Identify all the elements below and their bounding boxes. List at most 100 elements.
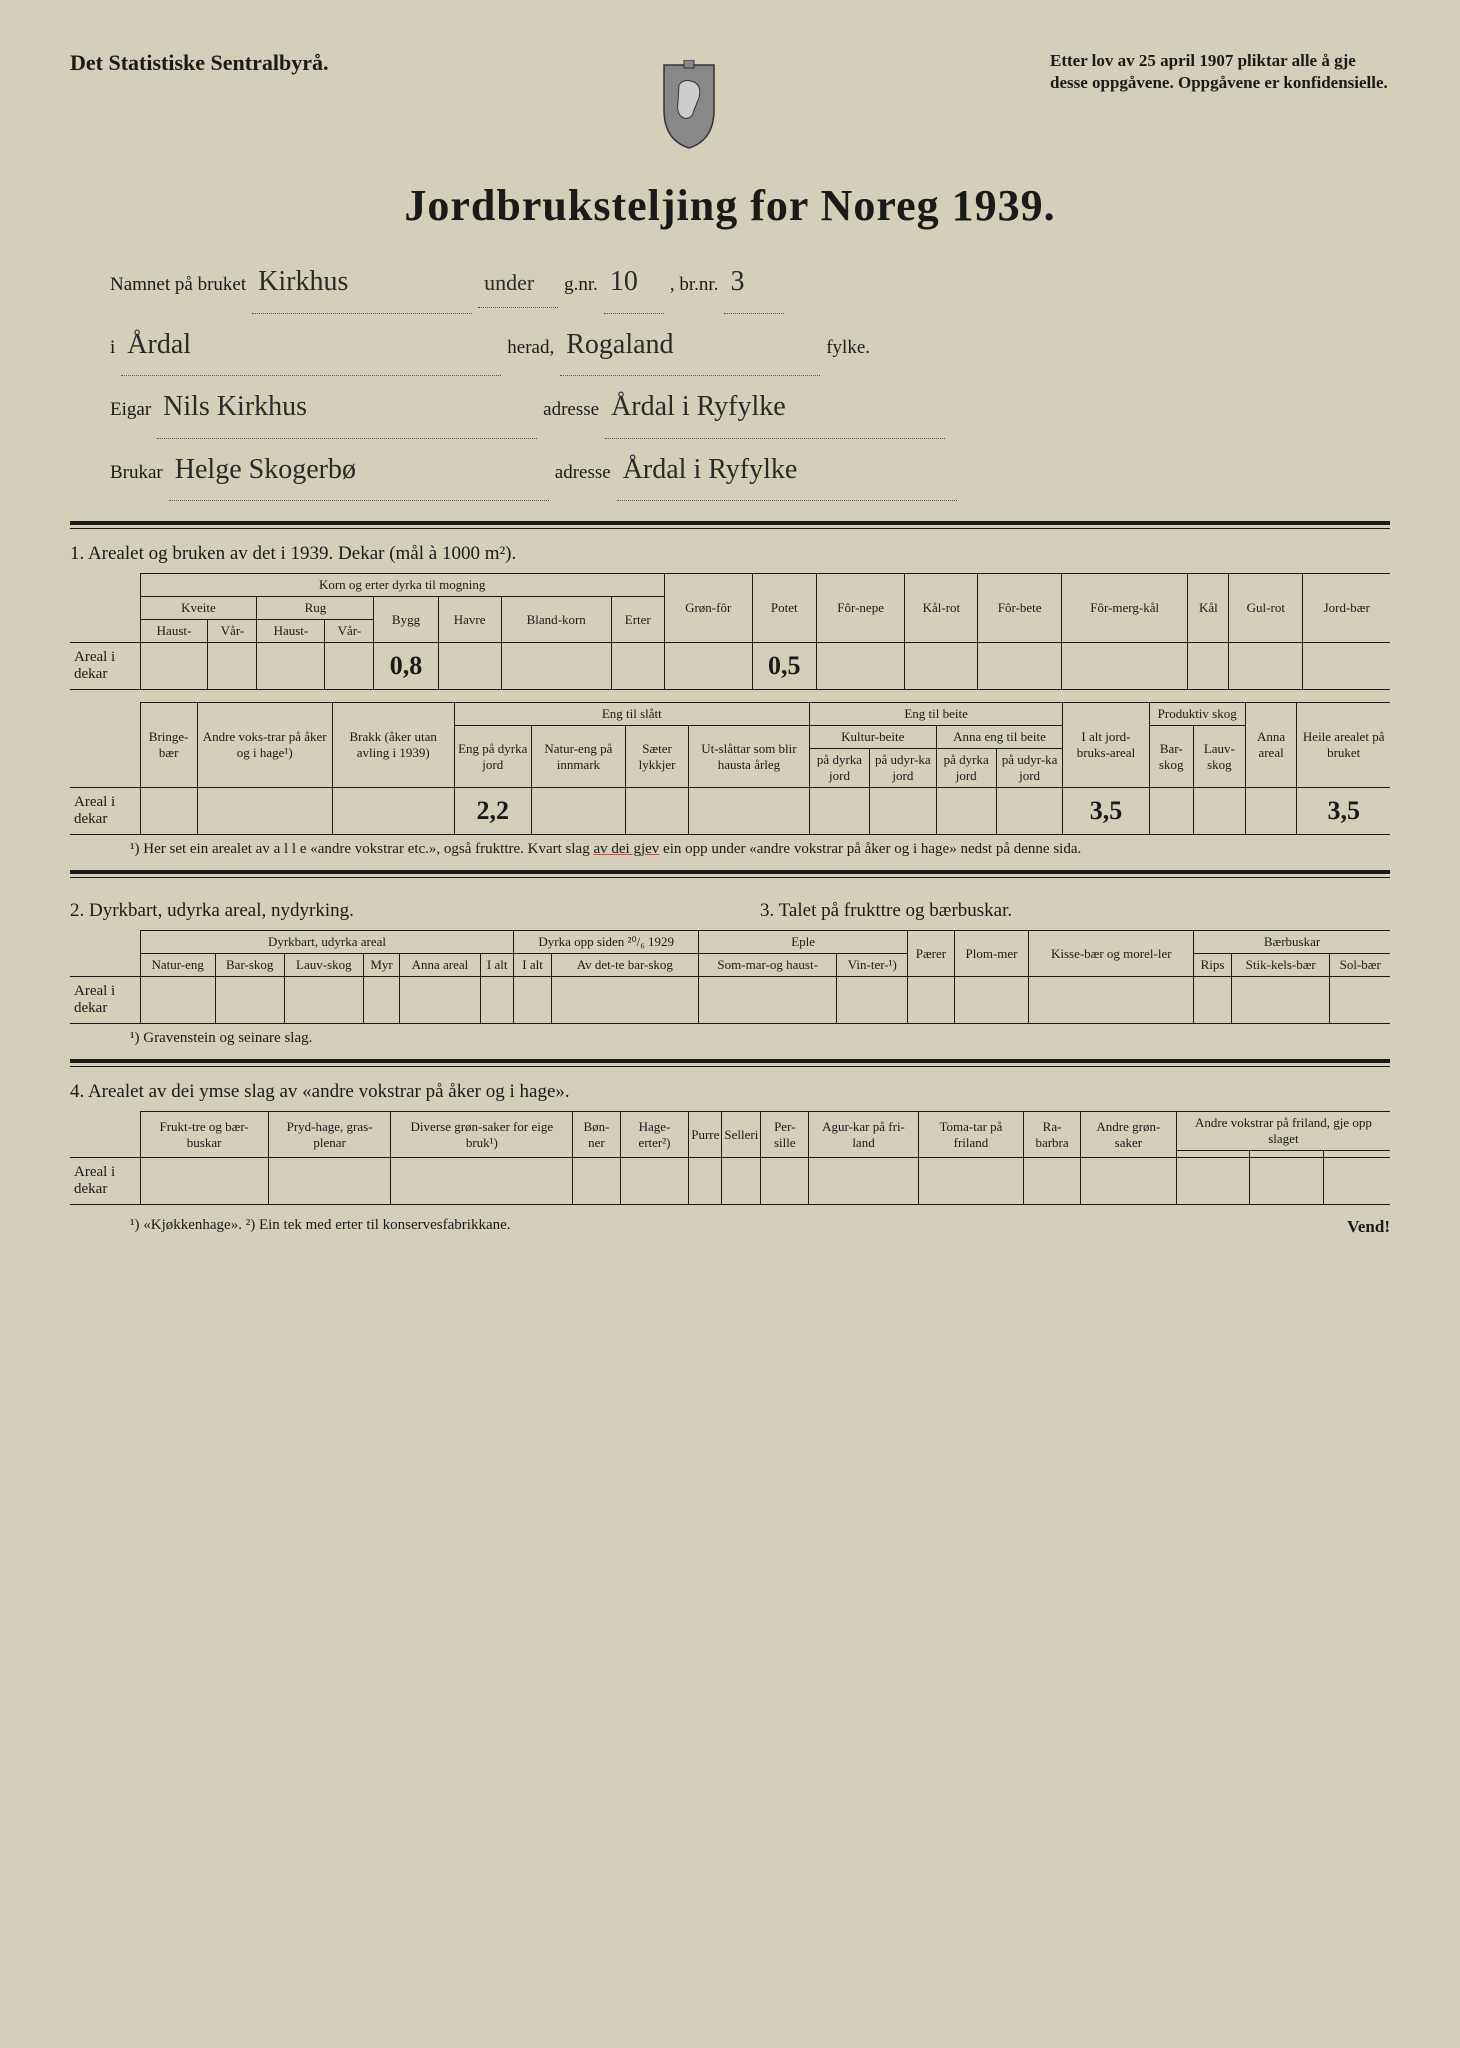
th-eng-beite: Eng til beite bbox=[809, 703, 1062, 726]
owner-addr-label: adresse bbox=[543, 389, 599, 431]
th-agurkar: Agur-kar på fri-land bbox=[809, 1112, 919, 1158]
coat-of-arms bbox=[644, 50, 734, 160]
th-eng-slatt: Eng til slått bbox=[454, 703, 809, 726]
th-annabeite: Anna eng til beite bbox=[936, 726, 1063, 749]
th-jordbaer: Jord-bær bbox=[1303, 574, 1390, 643]
th-var2: Vår- bbox=[325, 620, 374, 643]
th-hageerter: Hage-erter²) bbox=[620, 1112, 689, 1158]
th-kalrot: Kål-rot bbox=[905, 574, 978, 643]
th-natureng: Natur-eng på innmark bbox=[531, 726, 625, 788]
th-gronfor: Grøn-fôr bbox=[664, 574, 752, 643]
th-utslatter: Ut-slåttar som blir hausta årleg bbox=[689, 726, 810, 788]
th-eple: Eple bbox=[698, 931, 907, 954]
th-selleri: Selleri bbox=[722, 1112, 761, 1158]
th-avdet: Av det-te bar-skog bbox=[551, 954, 698, 977]
th-anna: Anna areal bbox=[400, 954, 481, 977]
th-myr: Myr bbox=[364, 954, 400, 977]
row-label-23: Areal i dekar bbox=[70, 977, 140, 1024]
legal-notice: Etter lov av 25 april 1907 pliktar alle … bbox=[1050, 50, 1390, 94]
owner-addr-value: Årdal i Ryfylke bbox=[605, 376, 945, 439]
herad-label: herad, bbox=[507, 327, 554, 369]
user-value: Helge Skogerbø bbox=[169, 439, 549, 502]
agency-name: Det Statistiske Sentralbyrå. bbox=[70, 50, 328, 76]
th-brakk: Brakk (åker utan avling i 1939) bbox=[332, 703, 454, 788]
th-potet: Potet bbox=[752, 574, 816, 643]
th-dyrkaopp: Dyrka opp siden ²⁰/₆ 1929 bbox=[514, 931, 699, 954]
s2-title: 2. Dyrkbart, udyrka areal, nydyrking. bbox=[70, 900, 700, 922]
th-saeter: Sæter lykkjer bbox=[626, 726, 689, 788]
th-ialt2a: I alt bbox=[480, 954, 514, 977]
table-4: Frukt-tre og bær-buskar Pryd-hage, gras-… bbox=[70, 1111, 1390, 1205]
row-label-1b: Areal i dekar bbox=[70, 788, 140, 835]
th-persille: Per-sille bbox=[761, 1112, 809, 1158]
user-label: Brukar bbox=[110, 452, 163, 494]
farm-note: under bbox=[478, 259, 558, 308]
potet-value: 0,5 bbox=[752, 643, 816, 690]
brnr-value: 3 bbox=[724, 251, 784, 314]
th-lauvskog2: Lauv-skog bbox=[284, 954, 364, 977]
th-kulturbeite: Kultur-beite bbox=[809, 726, 936, 749]
th-grain: Korn og erter dyrka til mogning bbox=[140, 574, 664, 597]
th-frukttre: Frukt-tre og bær-buskar bbox=[140, 1112, 268, 1158]
th-fornepe: Fôr-nepe bbox=[816, 574, 905, 643]
th-annaareal: Anna areal bbox=[1245, 703, 1297, 788]
th-kisse: Kisse-bær og morel-ler bbox=[1029, 931, 1194, 977]
th-barskog: Bar-skog bbox=[1149, 726, 1193, 788]
owner-label: Eigar bbox=[110, 389, 151, 431]
row-label-4: Areal i dekar bbox=[70, 1158, 140, 1205]
th-andre-vok: Andre voks-trar på åker og i hage¹) bbox=[197, 703, 332, 788]
th-forbete: Fôr-bete bbox=[978, 574, 1062, 643]
th-haust1: Haust- bbox=[140, 620, 208, 643]
th-rabarbra: Ra-barbra bbox=[1024, 1112, 1081, 1158]
th-bringe: Bringe-bær bbox=[140, 703, 197, 788]
owner-value: Nils Kirkhus bbox=[157, 376, 537, 439]
th-haust2: Haust- bbox=[257, 620, 325, 643]
s3-title: 3. Talet på frukttre og bærbuskar. bbox=[760, 900, 1390, 922]
th-rips: Rips bbox=[1194, 954, 1232, 977]
row-label-1a: Areal i dekar bbox=[70, 643, 140, 690]
th-tomatar: Toma-tar på friland bbox=[918, 1112, 1023, 1158]
i-label: i bbox=[110, 327, 115, 369]
user-addr-value: Årdal i Ryfylke bbox=[617, 439, 957, 502]
gnr-label: g.nr. bbox=[564, 264, 598, 306]
heile-value: 3,5 bbox=[1297, 788, 1390, 835]
th-erter: Erter bbox=[611, 597, 664, 643]
table-1b: Bringe-bær Andre voks-trar på åker og i … bbox=[70, 702, 1390, 835]
th-kveite: Kveite bbox=[140, 597, 257, 620]
farm-name: Kirkhus bbox=[252, 251, 472, 314]
th-havre: Havre bbox=[438, 597, 501, 643]
user-addr-label: adresse bbox=[555, 452, 611, 494]
gnr-value: 10 bbox=[604, 251, 664, 314]
th-andrefriland: Andre vokstrar på friland, gje opp slage… bbox=[1176, 1112, 1390, 1151]
table-1a: Korn og erter dyrka til mogning Grøn-fôr… bbox=[70, 573, 1390, 690]
th-bygg: Bygg bbox=[374, 597, 438, 643]
th-plommer: Plom-mer bbox=[954, 931, 1029, 977]
th-purre: Purre bbox=[689, 1112, 722, 1158]
th-baerbuskar: Bærbuskar bbox=[1194, 931, 1390, 954]
bygg-value: 0,8 bbox=[374, 643, 438, 690]
th-pu1: på udyr-ka jord bbox=[870, 749, 936, 788]
fylke-label: fylke. bbox=[826, 327, 870, 369]
brnr-label: , br.nr. bbox=[670, 264, 719, 306]
th-lauvskog: Lauv-skog bbox=[1193, 726, 1245, 788]
th-formergkal: Fôr-merg-kål bbox=[1061, 574, 1188, 643]
th-pd2: på dyrka jord bbox=[936, 749, 996, 788]
th-rug: Rug bbox=[257, 597, 374, 620]
th-bonner: Bøn-ner bbox=[573, 1112, 620, 1158]
th-ialt: I alt jord-bruks-areal bbox=[1063, 703, 1149, 788]
th-engdyrka: Eng på dyrka jord bbox=[454, 726, 531, 788]
th-prodskog: Produktiv skog bbox=[1149, 703, 1245, 726]
district-value: Årdal bbox=[121, 314, 501, 377]
th-solbaer: Sol-bær bbox=[1330, 954, 1390, 977]
page-title: Jordbruksteljing for Noreg 1939. bbox=[70, 180, 1390, 231]
th-paerer: Pærer bbox=[908, 931, 954, 977]
th-ialt2b: I alt bbox=[514, 954, 551, 977]
ialt-value: 3,5 bbox=[1063, 788, 1149, 835]
turn-page: Vend! bbox=[1347, 1217, 1390, 1240]
th-stikkels: Stik-kels-bær bbox=[1231, 954, 1329, 977]
s4-footnote: ¹) «Kjøkkenhage». ²) Ein tek med erter t… bbox=[130, 1217, 511, 1234]
th-var1: Vår- bbox=[208, 620, 257, 643]
th-heile: Heile arealet på bruket bbox=[1297, 703, 1390, 788]
s4-title: 4. Arealet av dei ymse slag av «andre vo… bbox=[70, 1081, 1390, 1103]
th-blandkorn: Bland-korn bbox=[501, 597, 611, 643]
